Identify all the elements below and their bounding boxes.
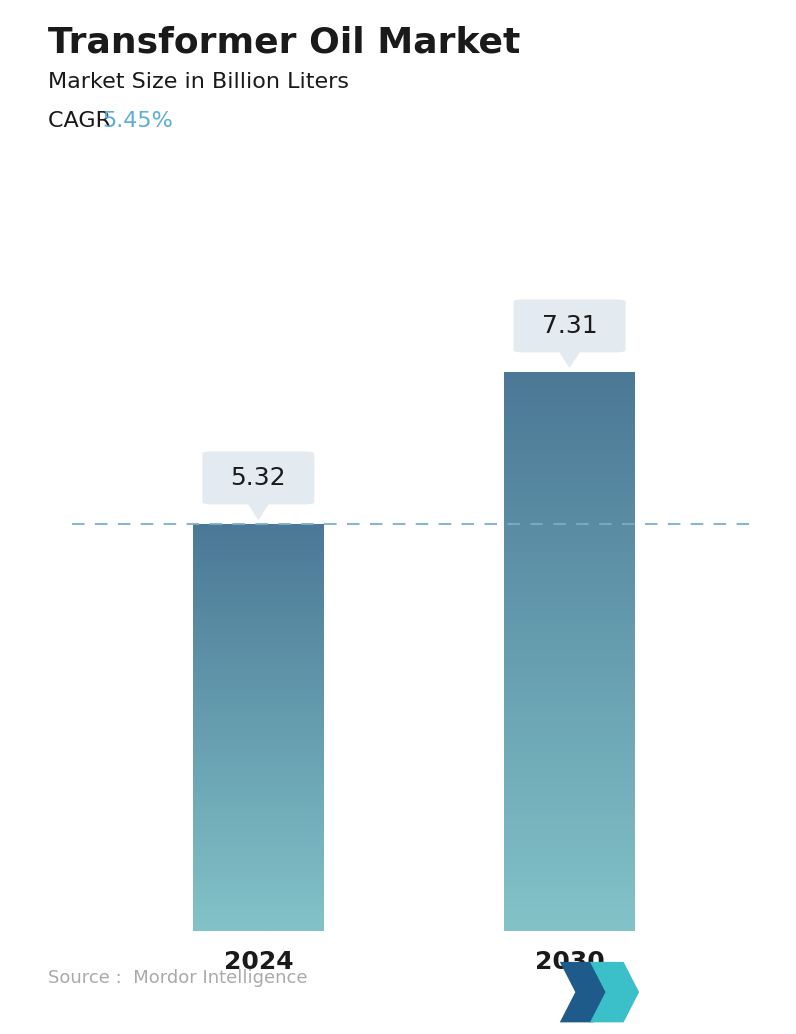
Polygon shape	[590, 962, 639, 1023]
Text: Source :  Mordor Intelligence: Source : Mordor Intelligence	[48, 970, 307, 987]
Polygon shape	[248, 503, 269, 519]
Text: Market Size in Billion Liters: Market Size in Billion Liters	[48, 72, 349, 92]
Text: 5.45%: 5.45%	[102, 111, 173, 130]
FancyBboxPatch shape	[513, 300, 626, 353]
Polygon shape	[559, 351, 580, 367]
Text: Transformer Oil Market: Transformer Oil Market	[48, 26, 520, 60]
Polygon shape	[560, 962, 609, 1023]
Text: CAGR: CAGR	[48, 111, 125, 130]
Text: 5.32: 5.32	[231, 466, 286, 490]
FancyBboxPatch shape	[202, 452, 314, 505]
Text: 7.31: 7.31	[542, 314, 597, 338]
